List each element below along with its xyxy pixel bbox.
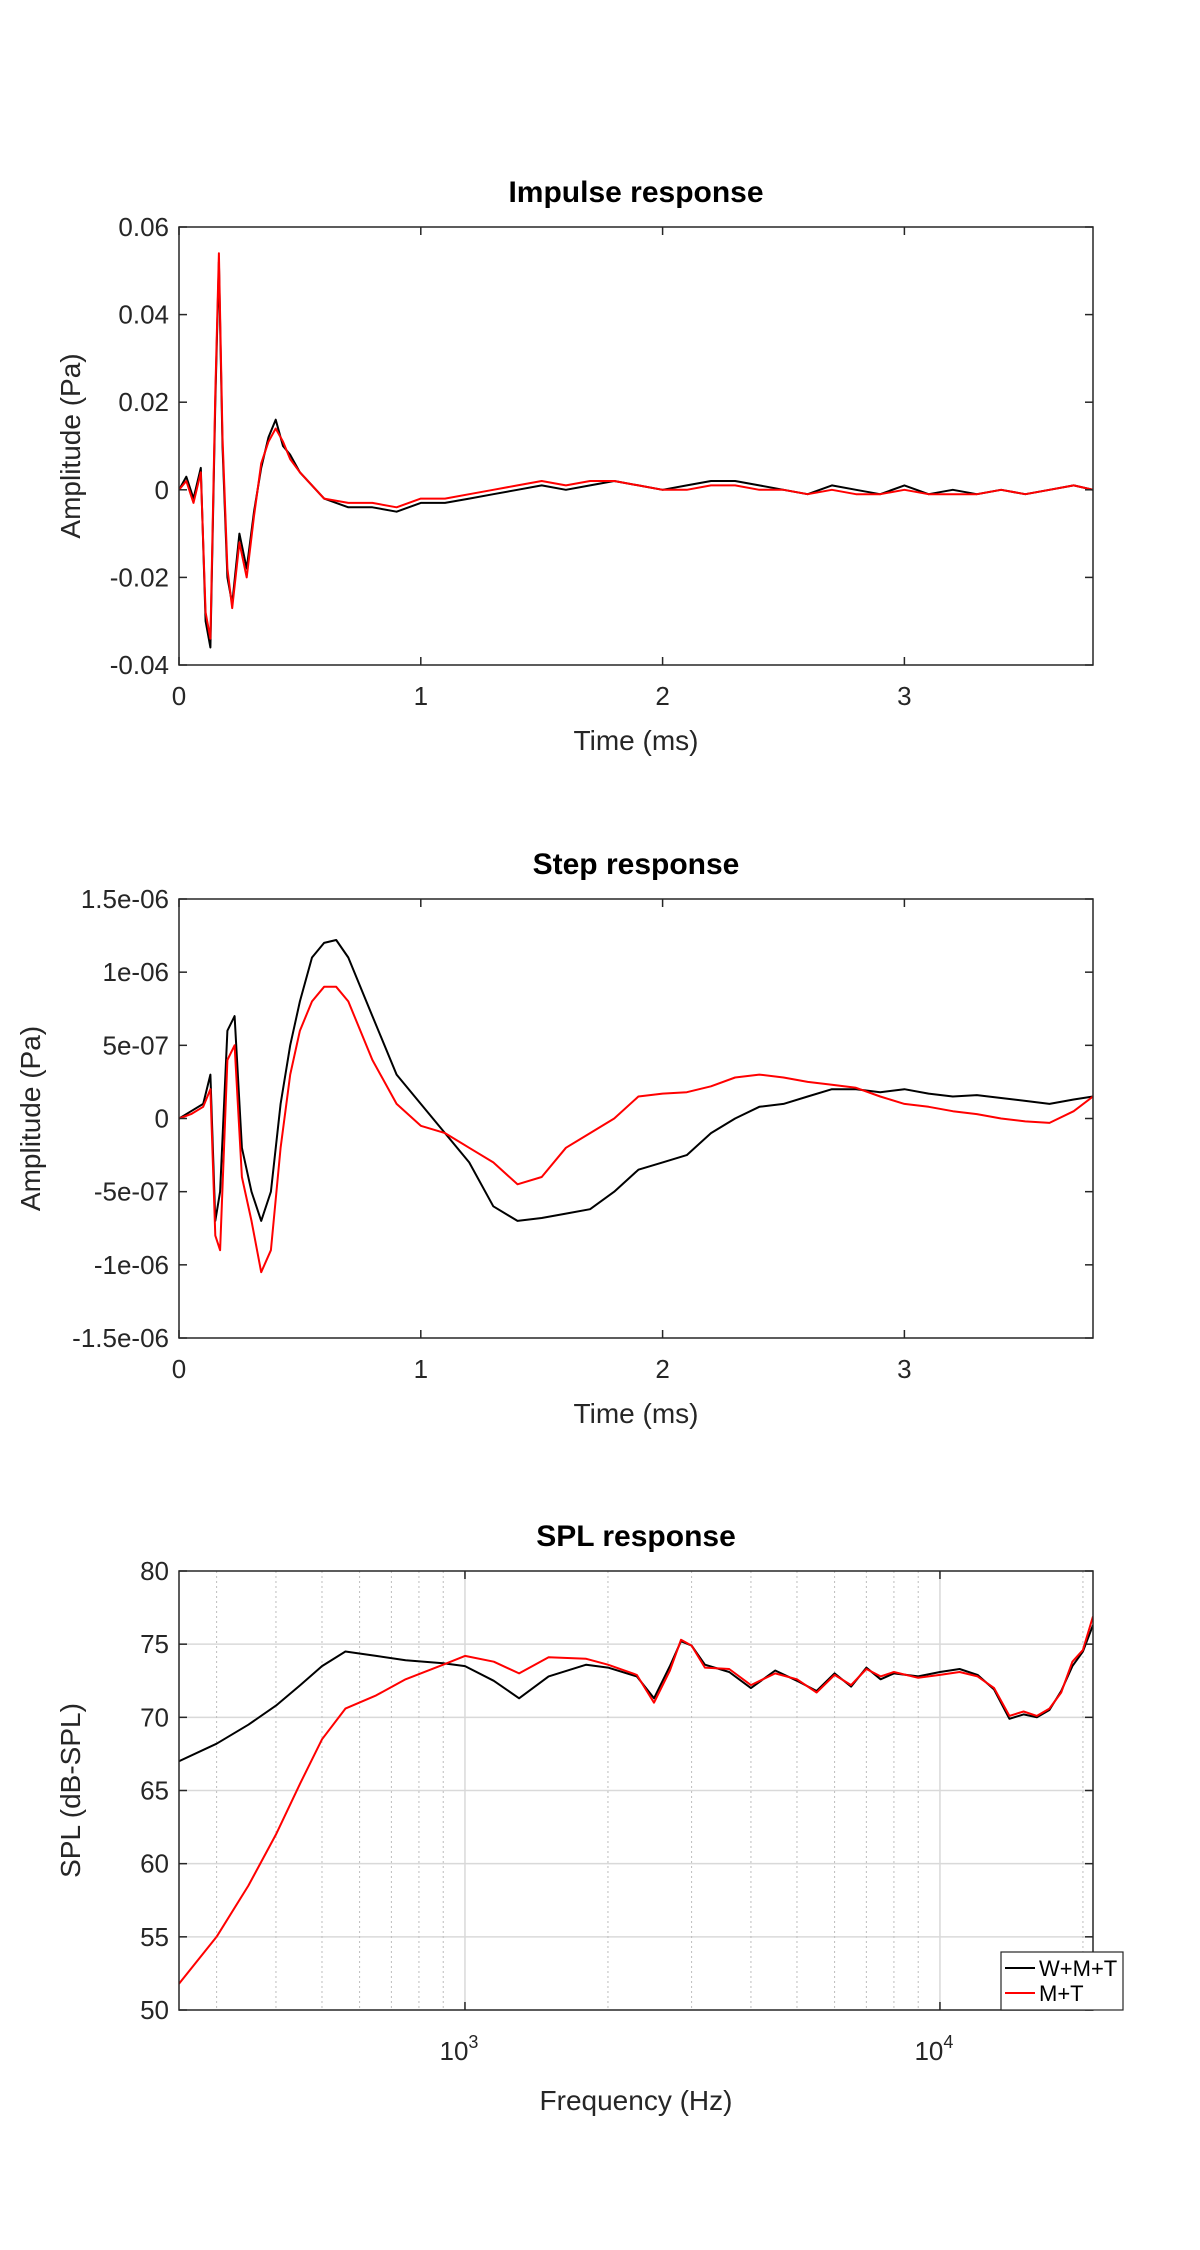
y-tick-label: 70 bbox=[140, 1702, 169, 1732]
x-tick-label: 3 bbox=[897, 681, 911, 711]
y-tick-label: -5e-07 bbox=[94, 1177, 169, 1207]
impulse-series-black-line bbox=[179, 261, 1093, 649]
y-tick-label: 65 bbox=[140, 1776, 169, 1806]
step-y-axis-label: Amplitude (Pa) bbox=[15, 1026, 46, 1211]
x-tick-label: 3 bbox=[897, 1354, 911, 1384]
y-tick-label: -0.02 bbox=[110, 562, 169, 592]
y-tick-label: 80 bbox=[140, 1556, 169, 1586]
y-tick-label: 0 bbox=[155, 475, 169, 505]
impulse-x-axis-label: Time (ms) bbox=[574, 725, 699, 756]
spl-chart: 50 55 60 65 70 75 80 103 104 SPL response Frequenc… bbox=[55, 1520, 1124, 2116]
x-tick-label: 1 bbox=[414, 1354, 428, 1384]
step-title: Step response bbox=[533, 848, 740, 881]
spl-legend: W+M+TM+T bbox=[1000, 1951, 1124, 2011]
impulse-axes-box bbox=[178, 226, 1094, 666]
y-tick-label: 1.5e-06 bbox=[81, 884, 169, 914]
legend-label: M+T bbox=[1039, 1981, 1084, 2006]
spl-y-axis-label: SPL (dB-SPL) bbox=[55, 1703, 86, 1878]
y-tick-label: 0.02 bbox=[118, 387, 169, 417]
y-tick-label: 55 bbox=[140, 1922, 169, 1952]
legend-box bbox=[1000, 1951, 1124, 2011]
step-axes-box bbox=[178, 898, 1094, 1339]
impulse-chart: -0.04 -0.02 0 0.02 0.04 0.06 0 1 2 3 Impulse respo… bbox=[55, 176, 1094, 756]
y-tick-label: 50 bbox=[140, 1995, 169, 2025]
spl-x-axis-label: Frequency (Hz) bbox=[540, 2085, 733, 2116]
impulse-title: Impulse response bbox=[508, 176, 763, 209]
spl-grid bbox=[179, 1571, 1093, 2010]
x-tick-label: 0 bbox=[172, 1354, 186, 1384]
legend-label: W+M+T bbox=[1039, 1956, 1117, 1981]
y-tick-label: 60 bbox=[140, 1849, 169, 1879]
step-chart: -1.5e-06 -1e-06 -5e-07 0 5e-07 1e-06 1.5e-06 0 1… bbox=[15, 848, 1094, 1429]
impulse-y-axis-label: Amplitude (Pa) bbox=[55, 353, 86, 538]
step-series-red-line bbox=[179, 985, 1093, 1274]
spl-series-w-m-t-line bbox=[179, 1624, 1093, 1763]
impulse-series-red-line bbox=[179, 252, 1093, 640]
x-tick-label: 2 bbox=[655, 681, 669, 711]
step-series-black-line bbox=[179, 939, 1093, 1222]
y-tick-label: -1e-06 bbox=[94, 1250, 169, 1280]
x-tick-label: 104 bbox=[914, 2032, 953, 2066]
spl-series-m-t-line bbox=[179, 1616, 1093, 1985]
y-tick-label: 75 bbox=[140, 1629, 169, 1659]
spl-title: SPL response bbox=[536, 1520, 736, 1553]
y-tick-label: 5e-07 bbox=[103, 1030, 170, 1060]
step-x-axis-label: Time (ms) bbox=[574, 1398, 699, 1429]
y-tick-label: 0 bbox=[155, 1104, 169, 1134]
y-tick-label: -1.5e-06 bbox=[72, 1323, 169, 1353]
y-tick-label: 1e-06 bbox=[103, 957, 170, 987]
y-tick-label: -0.04 bbox=[110, 650, 169, 680]
x-tick-label: 2 bbox=[655, 1354, 669, 1384]
x-tick-label: 103 bbox=[439, 2032, 478, 2066]
y-tick-label: 0.04 bbox=[118, 300, 169, 330]
x-tick-label: 1 bbox=[414, 681, 428, 711]
y-tick-label: 0.06 bbox=[118, 212, 169, 242]
x-tick-label: 0 bbox=[172, 681, 186, 711]
